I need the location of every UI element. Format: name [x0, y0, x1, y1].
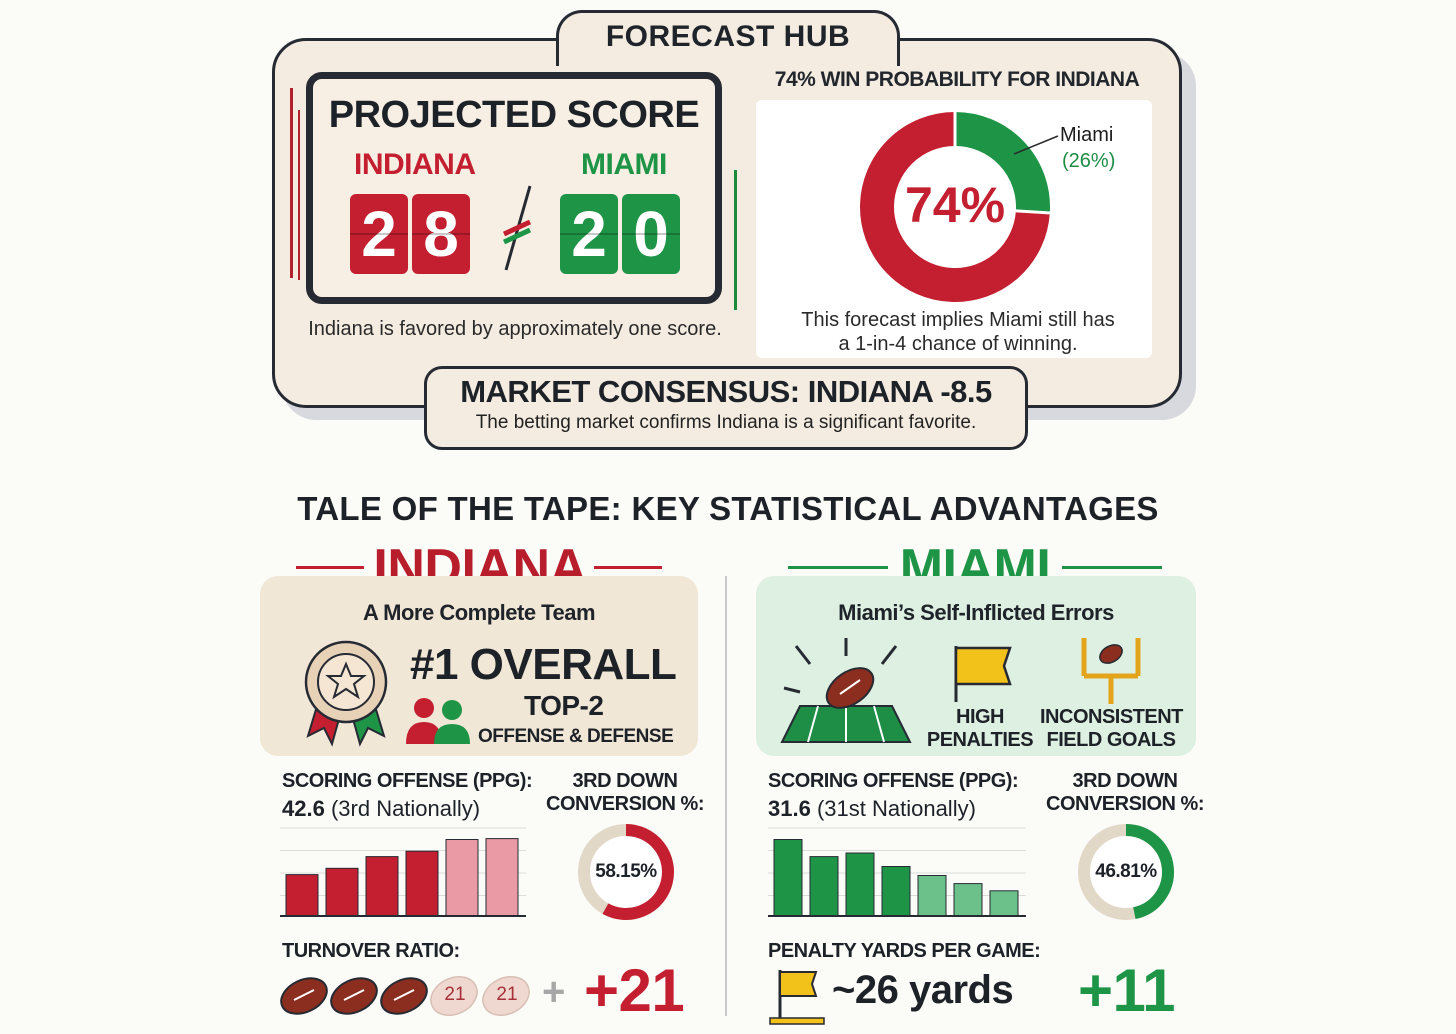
miami-penalty-label: PENALTY YARDS PER GAME: — [768, 940, 1041, 962]
indiana-scoring-bar-chart — [280, 827, 526, 917]
miami-scoring-value: 31.6 — [768, 796, 811, 821]
accent-line-red — [290, 88, 293, 278]
miami-third-down-label: 3RD DOWN CONVERSION %: — [1040, 770, 1210, 816]
score-separator-slash — [502, 185, 532, 271]
miami-high-penalties-label: HIGH PENALTIES — [920, 706, 1040, 752]
indiana-scoring-bar-6 — [485, 838, 519, 917]
indiana-scoring-label: SCORING OFFENSE (PPG): — [282, 770, 533, 792]
tale-of-tape-title: TALE OF THE TAPE: KEY STATISTICAL ADVANT… — [297, 490, 1159, 527]
accent-line-red-2 — [298, 110, 300, 280]
score-digit-miami-1: 2 — [560, 194, 618, 274]
win-probability-title: 74% WIN PROBABILITY FOR INDIANA — [774, 68, 1140, 91]
indiana-scoring-bar-5 — [445, 839, 479, 917]
accent-line-green — [734, 170, 737, 310]
miami-scoring-bar-3 — [845, 852, 875, 917]
market-consensus-title: MARKET CONSENSUS: INDIANA -8.5 — [460, 374, 992, 409]
indiana-header-dash-right — [594, 566, 662, 569]
miami-penalty-value: ~26 yards — [832, 968, 1014, 1012]
miami-third-down-donut — [1078, 824, 1174, 920]
miami-scoring-bar-chart — [768, 827, 1026, 917]
indiana-scoring-bar-2 — [325, 867, 359, 917]
indiana-turnover-label: TURNOVER RATIO: — [282, 940, 460, 962]
win-probability-miami-label: Miami — [1060, 124, 1114, 146]
football-icon-3 — [380, 977, 428, 1015]
indiana-scoring-rank: (3rd Nationally) — [330, 796, 481, 821]
miami-scoring-bar-2 — [809, 856, 839, 917]
indiana-third-down-donut — [578, 824, 674, 920]
miami-header-dash-right — [1062, 566, 1162, 569]
indiana-panel-subtitle: A More Complete Team — [362, 600, 596, 625]
football-icon-1 — [280, 977, 328, 1015]
miami-field-goals-line2: FIELD GOALS — [1046, 729, 1176, 751]
indiana-third-down-line1: 3RD DOWN — [572, 770, 678, 792]
score-digit-miami-2: 0 — [622, 194, 680, 274]
indiana-third-down-line2: CONVERSION %: — [546, 793, 704, 815]
miami-third-down-line2: CONVERSION %: — [1046, 793, 1204, 815]
miami-scoring-bar-6 — [953, 883, 983, 917]
miami-high-penalties-line2: PENALTIES — [926, 729, 1034, 751]
win-probability-center-label: 74% — [904, 177, 1006, 233]
indiana-header-dash-left — [296, 566, 364, 569]
indiana-scoring-bar-1 — [285, 874, 319, 917]
win-donut-slice-indiana — [860, 112, 1050, 302]
forecast-hub-tab — [556, 10, 900, 66]
indiana-turnover-value: +21 — [584, 957, 685, 1024]
field-goal-post-icon — [1081, 638, 1141, 704]
win-probability-donut — [860, 112, 1051, 302]
projected-team-miami: MIAMI — [581, 148, 667, 181]
football-icon-2 — [330, 977, 378, 1015]
miami-scoring-bar-4 — [881, 866, 911, 917]
indiana-scoring-bar-4 — [405, 850, 439, 917]
indiana-overall-rank: #1 OVERALL — [410, 640, 677, 689]
projected-score-note: Indiana is favored by approximately one … — [308, 318, 722, 340]
football-field-icon — [780, 638, 912, 743]
miami-third-down-value: 46.81% — [1095, 861, 1157, 882]
miami-leader-line — [1013, 135, 1059, 155]
score-digit-indiana-1: 2 — [350, 194, 408, 274]
indiana-scoring-value-line: 42.6 (3rd Nationally) — [282, 796, 480, 822]
win-probability-note-line1: This forecast implies Miami still has — [801, 309, 1115, 331]
market-consensus-box — [424, 366, 1028, 450]
forecast-hub-title: FORECAST HUB — [605, 20, 851, 53]
miami-scoring-value-line: 31.6 (31st Nationally) — [768, 796, 976, 822]
miami-high-penalties-line1: HIGH — [956, 706, 1005, 728]
win-probability-miami-pct: (26%) — [1062, 150, 1116, 172]
projected-team-indiana: INDIANA — [354, 148, 476, 181]
indiana-top2: TOP-2 — [524, 690, 604, 721]
win-probability-note-line2: a 1-in-4 chance of winning. — [838, 333, 1078, 355]
miami-penalty-diff: +11 — [1078, 957, 1175, 1024]
indiana-offense-defense: OFFENSE & DEFENSE — [478, 726, 674, 747]
miami-scoring-rank: (31st Nationally) — [816, 796, 976, 821]
miami-field-goals-line1: INCONSISTENT — [1040, 706, 1183, 728]
turnover-footballs-icon — [280, 976, 530, 1016]
miami-panel-subtitle: Miami’s Self-Inflicted Errors — [838, 600, 1114, 625]
turnover-tag-1: 21 — [444, 984, 466, 1005]
penalty-flag-small-icon — [769, 970, 825, 1025]
turnover-plus-sign: + — [542, 970, 566, 1014]
penalty-flag-icon — [954, 646, 1012, 702]
indiana-third-down-donut-fill — [602, 824, 674, 920]
turnover-tag-2: 21 — [496, 984, 518, 1005]
miami-scoring-bar-1 — [773, 839, 803, 917]
miami-scoring-label: SCORING OFFENSE (PPG): — [768, 770, 1019, 792]
miami-field-goals-label: INCONSISTENT FIELD GOALS — [1040, 706, 1183, 752]
miami-third-down-donut-fill — [1125, 824, 1174, 920]
column-divider — [725, 576, 727, 1016]
miami-third-down-line1: 3RD DOWN — [1072, 770, 1178, 792]
award-ribbon-icon — [304, 640, 388, 747]
indiana-third-down-value: 58.15% — [595, 861, 657, 882]
win-probability-note: This forecast implies Miami still has a … — [772, 308, 1144, 356]
miami-scoring-bar-7 — [989, 890, 1019, 917]
score-digit-indiana-2: 8 — [412, 194, 470, 274]
indiana-scoring-bar-3 — [365, 856, 399, 917]
market-consensus-subtitle: The betting market confirms Indiana is a… — [475, 412, 977, 433]
team-people-icon — [406, 698, 470, 744]
projected-score-title: PROJECTED SCORE — [328, 94, 700, 136]
win-donut-gap-2 — [1014, 209, 1051, 215]
miami-scoring-bar-5 — [917, 875, 947, 917]
indiana-third-down-label: 3RD DOWN CONVERSION %: — [540, 770, 710, 816]
indiana-scoring-value: 42.6 — [282, 796, 325, 821]
miami-header-dash-left — [788, 566, 888, 569]
win-donut-slice-miami — [954, 112, 1050, 213]
